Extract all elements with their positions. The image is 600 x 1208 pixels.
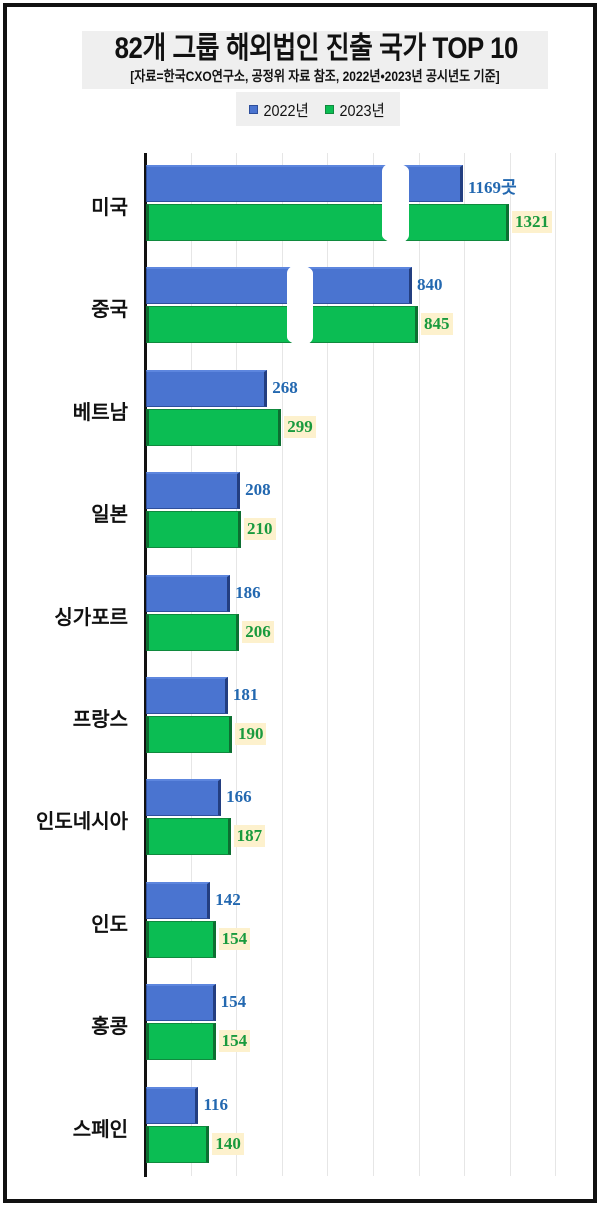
value-label-2023: 154 bbox=[218, 1030, 251, 1053]
value-label-2022: 166 bbox=[226, 787, 252, 807]
bar-2022 bbox=[146, 472, 241, 510]
bar-2023 bbox=[146, 1125, 210, 1163]
value-label-2023: 190 bbox=[234, 723, 267, 745]
legend-label-2022: 2022년 bbox=[263, 103, 309, 120]
legend-item-2023: 2023년 bbox=[325, 97, 387, 121]
bar-2022 bbox=[146, 1086, 199, 1124]
value-label-2022: 840 bbox=[417, 275, 443, 295]
value-label-2023: 154 bbox=[218, 927, 251, 950]
gridline bbox=[281, 153, 283, 1176]
value-label-2022: 208 bbox=[245, 480, 271, 500]
bar-2023 bbox=[146, 818, 231, 856]
category-label: 홍콩 bbox=[91, 1016, 128, 1039]
category-axis bbox=[144, 153, 147, 1177]
category-label: 싱가포르 bbox=[54, 606, 128, 629]
value-label-2022: 142 bbox=[215, 889, 241, 909]
gridline bbox=[190, 153, 192, 1176]
bar-2022 bbox=[146, 677, 228, 714]
value-label-2022: 116 bbox=[203, 1094, 229, 1114]
value-label-2022: 1169곳 bbox=[468, 178, 517, 197]
value-label-2023: 845 bbox=[421, 313, 453, 336]
value-label-2023: 210 bbox=[244, 518, 276, 541]
bar-2023 bbox=[146, 511, 242, 549]
legend-swatch-2023-icon bbox=[325, 104, 334, 114]
category-label: 베트남 bbox=[72, 401, 128, 424]
bar-2022 bbox=[146, 881, 211, 919]
category-label: 스페인 bbox=[72, 1118, 128, 1141]
value-label-2022: 154 bbox=[220, 992, 247, 1012]
bar-2023 bbox=[146, 613, 240, 651]
category-label: 프랑스 bbox=[72, 709, 128, 731]
value-label-2023: 299 bbox=[284, 415, 316, 438]
category-label: 중국 bbox=[91, 299, 128, 322]
axis-break-mark bbox=[382, 163, 409, 243]
value-label-2022: 181 bbox=[232, 685, 259, 704]
category-label: 인도네시아 bbox=[36, 811, 128, 834]
bar-2023 bbox=[146, 1023, 216, 1061]
gridline bbox=[236, 153, 238, 1176]
legend-label-2023: 2023년 bbox=[339, 103, 385, 120]
chart-frame bbox=[3, 3, 597, 1203]
gridline bbox=[509, 153, 511, 1176]
value-label-2023: 140 bbox=[212, 1132, 244, 1155]
gridline bbox=[373, 153, 374, 1176]
legend-item-2022: 2022년 bbox=[248, 97, 311, 121]
bar-2022 bbox=[146, 267, 412, 305]
value-label-2022: 186 bbox=[235, 582, 261, 602]
bar-2022 bbox=[146, 574, 231, 612]
bar-2022 bbox=[146, 984, 216, 1022]
bar-2023 bbox=[146, 716, 232, 753]
value-label-2023: 1321 bbox=[512, 211, 552, 233]
category-label: 미국 bbox=[91, 197, 128, 219]
category-label: 인도 bbox=[91, 913, 128, 936]
bar-2022 bbox=[146, 165, 463, 202]
bar-2022 bbox=[146, 779, 222, 817]
axis-break-mark bbox=[287, 265, 313, 346]
value-label-2022: 268 bbox=[272, 377, 298, 397]
bar-2023 bbox=[146, 306, 418, 344]
gridline bbox=[464, 153, 466, 1176]
chart-subtitle: [자료=한국CXO연구소, 공정위 자료 참조, 2022년•2023년 공시년… bbox=[130, 68, 500, 84]
gridline bbox=[418, 153, 420, 1176]
gridline bbox=[555, 153, 557, 1176]
value-label-2023: 187 bbox=[233, 825, 266, 848]
gridline bbox=[327, 153, 329, 1176]
bar-2023 bbox=[146, 204, 509, 241]
legend: 2022년 2023년 bbox=[236, 92, 400, 126]
category-label: 일본 bbox=[91, 504, 128, 527]
bar-2023 bbox=[146, 920, 216, 958]
value-label-2023: 206 bbox=[242, 620, 274, 643]
legend-swatch-2022-icon bbox=[248, 104, 258, 114]
bar-2022 bbox=[146, 369, 268, 407]
title-box: 82개 그룹 해외법인 진출 국가 TOP 10 [자료=한국CXO연구소, 공… bbox=[82, 31, 548, 89]
bar-2023 bbox=[146, 408, 282, 446]
chart-title: 82개 그룹 해외법인 진출 국가 TOP 10 bbox=[114, 32, 519, 65]
